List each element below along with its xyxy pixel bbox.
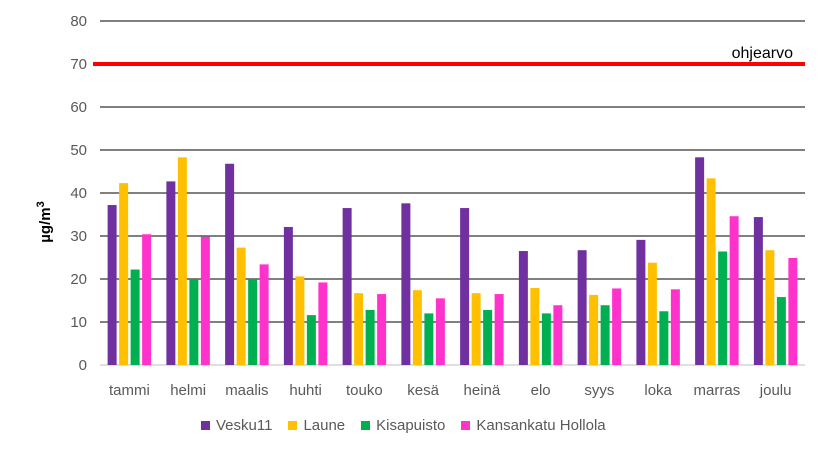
bar — [248, 279, 258, 365]
bar — [354, 293, 364, 365]
x-tick-label: maalis — [225, 382, 268, 399]
bar — [318, 282, 328, 365]
bar — [647, 262, 657, 365]
x-tick-label: syys — [584, 382, 614, 399]
bar — [483, 309, 493, 365]
x-axis-categories: tammi helmi maalis huhti touko kesä heinä elo sy… — [109, 382, 792, 399]
bar — [706, 178, 716, 365]
bar — [177, 157, 187, 365]
bar — [600, 305, 610, 365]
x-tick-label: marras — [694, 382, 741, 399]
legend: Vesku11 Laune Kisapuisto Kansankatu Hollola — [201, 417, 606, 434]
bar — [142, 234, 152, 365]
reference-line-label: ohjearvo — [732, 45, 793, 62]
legend-item: Kansankatu Hollola — [461, 417, 606, 434]
bar — [107, 205, 117, 365]
legend-label: Kansankatu Hollola — [476, 417, 606, 434]
x-tick-label: huhti — [289, 382, 322, 399]
y-tick-label: 30 — [70, 228, 87, 245]
bar — [295, 276, 305, 365]
y-tick-label: 70 — [70, 56, 87, 73]
bar — [695, 157, 705, 365]
bar — [494, 294, 504, 365]
y-tick-label: 60 — [70, 99, 87, 116]
bar — [435, 298, 445, 365]
y-axis-label: µg/m3 — [35, 201, 54, 242]
bar — [718, 251, 728, 365]
x-tick-label: loka — [644, 382, 672, 399]
bar — [659, 311, 669, 365]
bar — [119, 183, 129, 365]
y-axis-label-main: µg/m — [37, 207, 54, 242]
bar — [530, 288, 540, 365]
bar — [189, 279, 199, 365]
legend-swatch — [461, 421, 471, 430]
bar — [259, 264, 269, 365]
bar — [460, 208, 470, 365]
x-tick-label: joulu — [759, 382, 792, 399]
bar — [236, 247, 246, 365]
bar — [166, 181, 176, 365]
legend-swatch — [201, 421, 210, 430]
y-tick-label: 40 — [70, 185, 87, 202]
bar — [342, 208, 352, 365]
legend-label: Laune — [303, 417, 346, 434]
bar — [225, 163, 235, 365]
bar — [753, 217, 763, 365]
legend-label: Kisapuisto — [376, 417, 446, 434]
bar — [424, 313, 434, 365]
legend-label: Vesku11 — [216, 417, 273, 434]
bar — [306, 315, 316, 365]
legend-item: Vesku11 — [201, 417, 272, 434]
bar — [200, 236, 210, 365]
bar — [365, 309, 375, 365]
bars — [107, 157, 798, 365]
legend-item: Laune — [288, 417, 345, 434]
bar — [283, 226, 293, 365]
bar — [471, 293, 481, 365]
bar — [788, 257, 798, 365]
x-tick-label: touko — [346, 382, 383, 399]
bar — [553, 305, 563, 365]
x-tick-label: tammi — [109, 382, 150, 399]
x-tick-label: elo — [531, 382, 551, 399]
bar — [412, 290, 422, 365]
bar — [776, 297, 786, 365]
bar — [377, 294, 387, 365]
legend-item: Kisapuisto — [361, 417, 445, 434]
bar — [518, 251, 528, 365]
bar — [577, 250, 587, 365]
y-tick-label: 10 — [70, 314, 87, 331]
y-axis-ticks: 0 10 20 30 40 50 60 70 80 — [70, 13, 87, 374]
y-tick-label: 20 — [70, 271, 87, 288]
y-axis-label-superscript: 3 — [35, 201, 47, 207]
y-tick-label: 0 — [79, 357, 87, 374]
y-tick-label: 50 — [70, 142, 87, 159]
bar — [401, 203, 411, 365]
bar — [612, 288, 622, 365]
x-tick-label: heinä — [464, 382, 501, 399]
bar — [541, 313, 551, 365]
bar — [670, 289, 680, 365]
bar — [130, 269, 140, 365]
y-tick-label: 80 — [70, 13, 87, 30]
x-tick-label: helmi — [170, 382, 206, 399]
bar — [589, 294, 599, 365]
bar — [636, 239, 646, 365]
x-tick-label: kesä — [407, 382, 439, 399]
gridlines — [100, 20, 805, 366]
legend-swatch — [361, 421, 371, 430]
bar — [765, 250, 775, 365]
legend-swatch — [288, 421, 298, 430]
bar — [729, 216, 739, 365]
